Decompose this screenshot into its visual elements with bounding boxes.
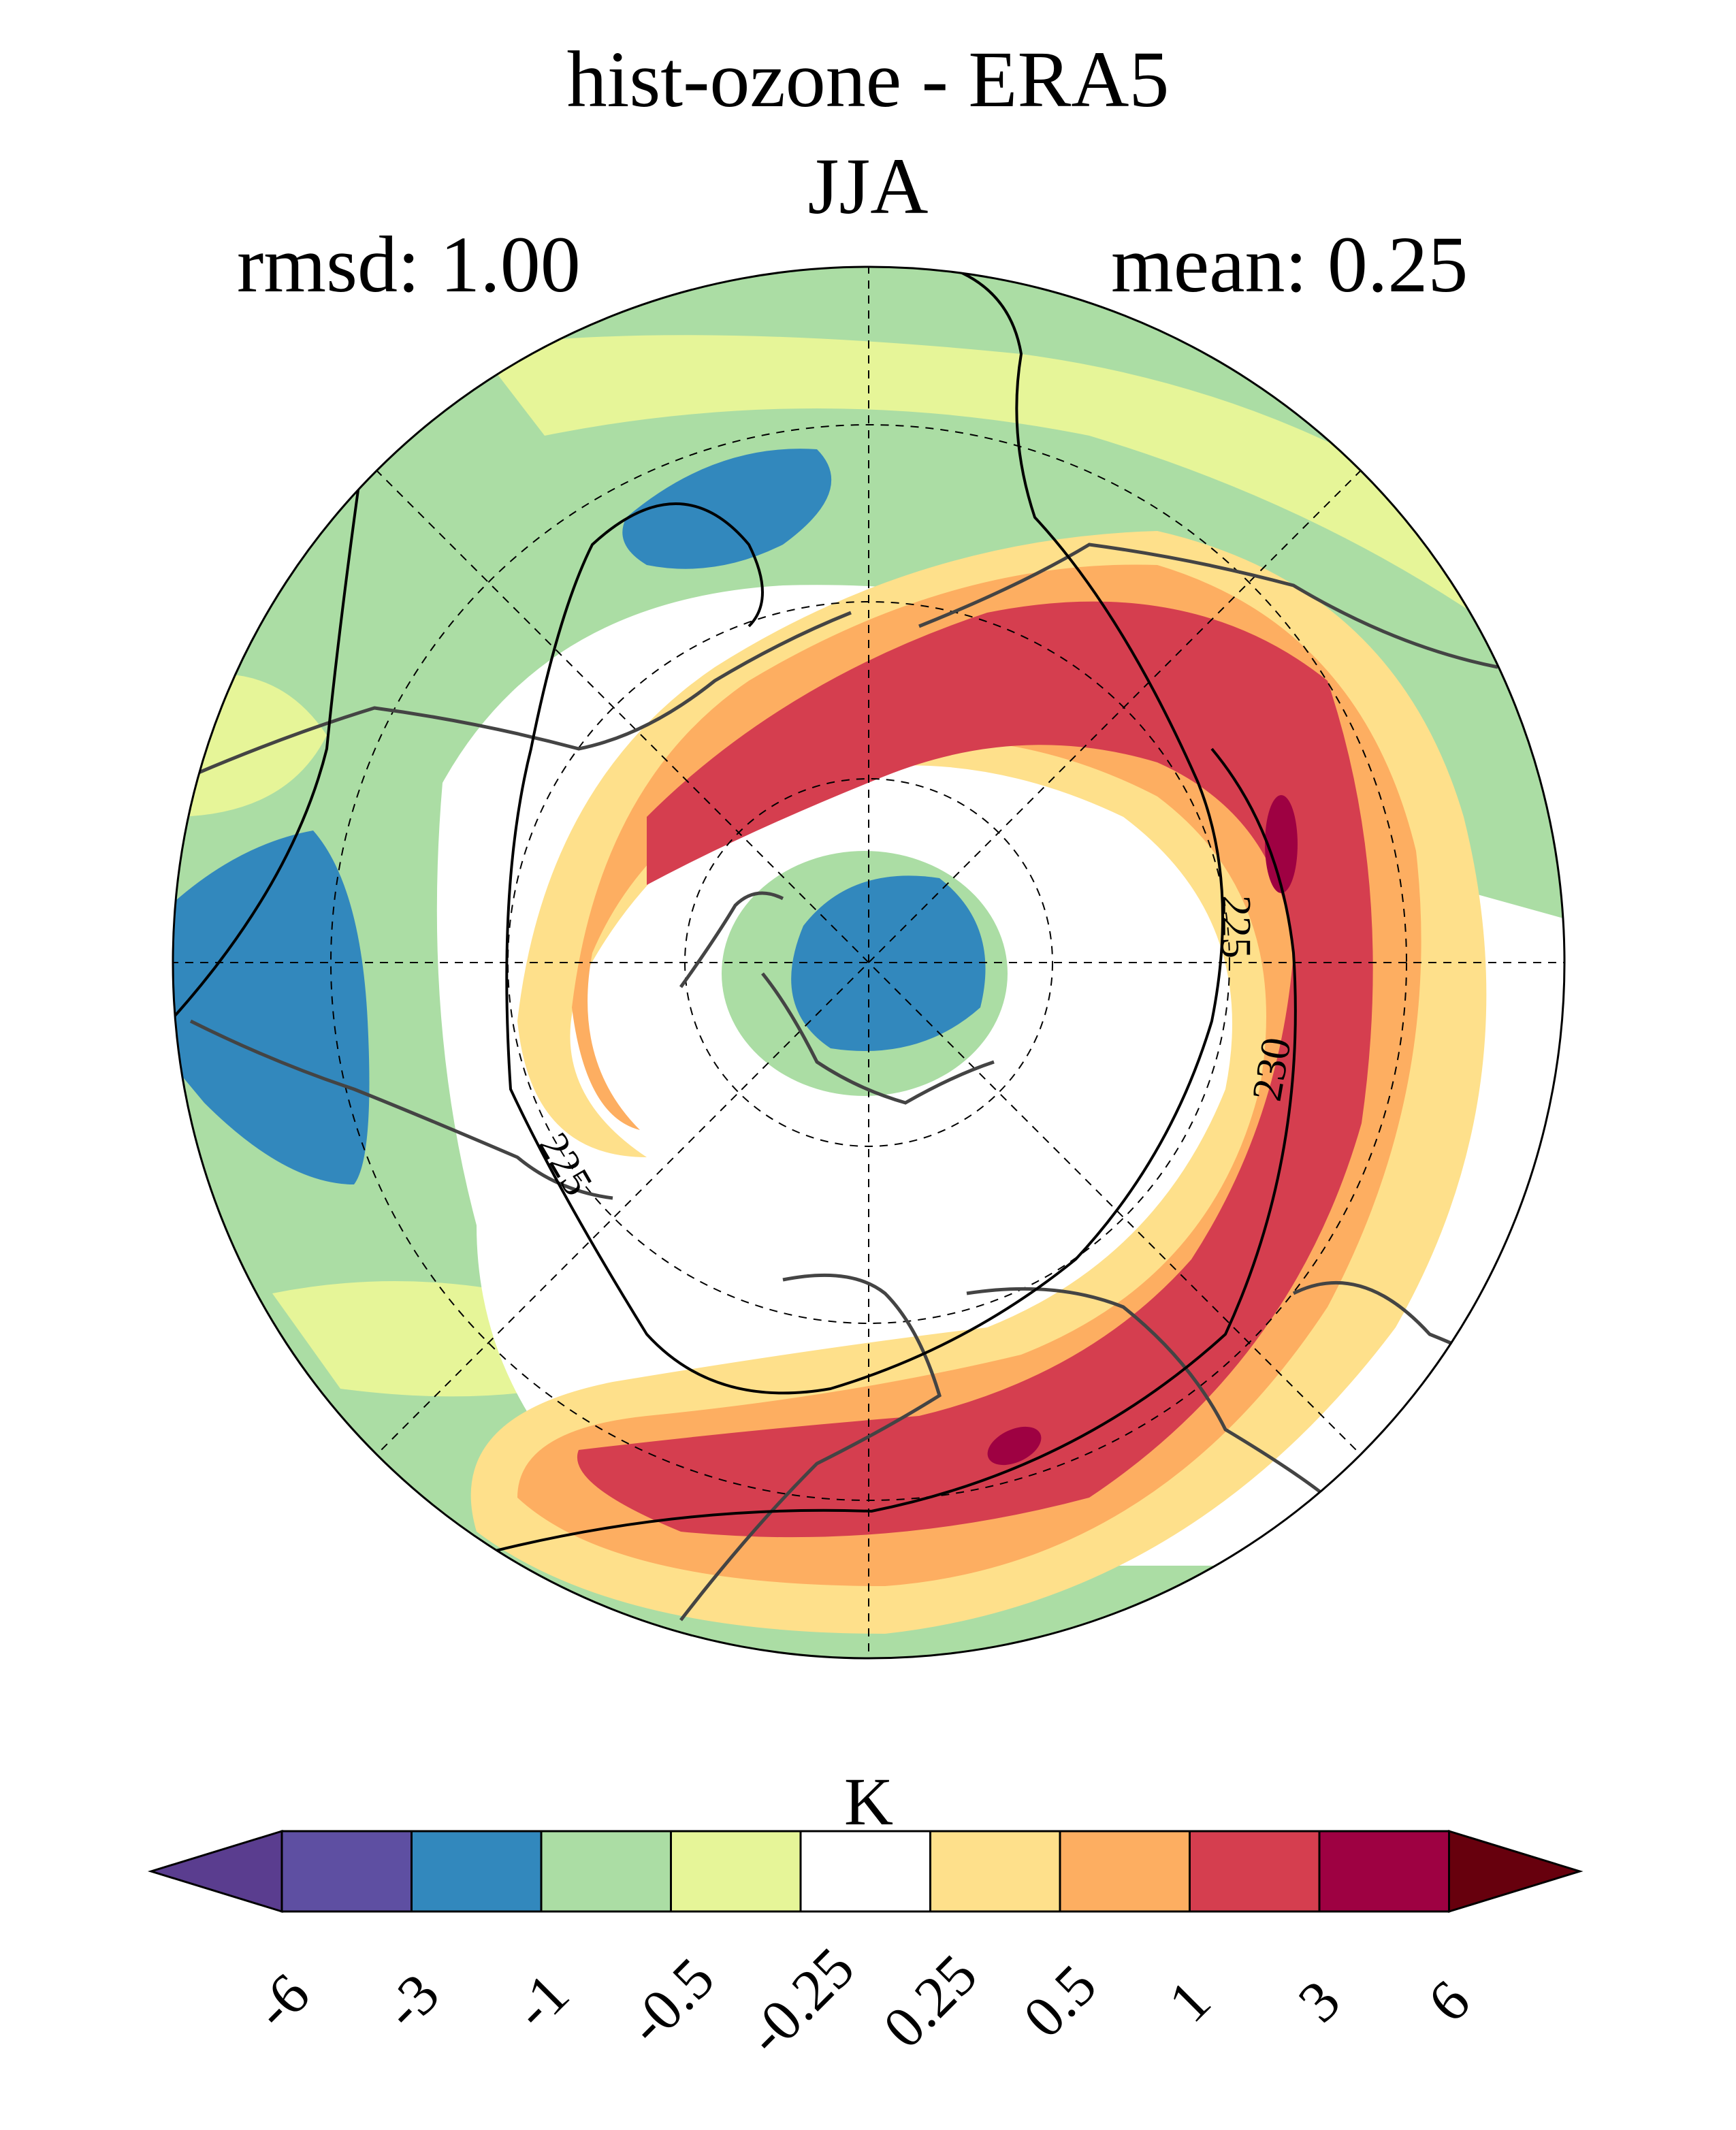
colorbar-tick-label: 0.5 [1011, 1952, 1109, 2050]
map-title: hist-ozone - ERA5 [566, 35, 1170, 124]
mean-label: mean: 0.25 [1111, 220, 1468, 309]
colorbar-tick-label: -1 [500, 1960, 581, 2042]
field-patch [987, 1426, 1042, 1466]
field-patch [477, 335, 1564, 681]
colorbar-tick-label: -0.25 [734, 1935, 867, 2067]
colorbar-tick-label: -6 [241, 1960, 322, 2042]
colorbar-boxes [147, 1829, 1584, 1914]
field-patch [791, 875, 986, 1051]
colorbar-arrow-right [1448, 1829, 1584, 1914]
field-patch [173, 830, 370, 1184]
colorbar-box [670, 1830, 802, 1913]
colorbar-box [540, 1830, 672, 1913]
colorbar-tick-label: 0.25 [871, 1941, 989, 2060]
contours [173, 267, 1297, 1553]
colorbar-tick-label: -0.5 [615, 1945, 726, 2056]
colorbar: K -6 -3 -1 -0.5 -0.25 0.25 0.5 1 3 6 [147, 1764, 1584, 2067]
colorbar-ticks: -6 -3 -1 -0.5 -0.25 0.25 0.5 1 3 6 [241, 1935, 1482, 2067]
season-label: JJA [807, 142, 929, 231]
rmsd-label: rmsd: 1.00 [237, 220, 581, 309]
colorbar-box [1059, 1830, 1191, 1913]
map-boundary [172, 265, 1566, 1660]
field-patch [622, 449, 832, 569]
colorbar-box [1189, 1830, 1321, 1913]
colorbar-tick-label: 6 [1415, 1967, 1482, 2034]
field-patch [1265, 795, 1298, 893]
field-patch [577, 601, 1373, 1538]
contour-label: 230 [1244, 1034, 1300, 1104]
contour-label: 225 [1212, 895, 1259, 958]
colorbar-box [799, 1830, 931, 1913]
gridlines [173, 267, 1564, 1658]
colorbar-box [929, 1830, 1061, 1913]
polar-map [173, 267, 1564, 1658]
colorbar-tick-label: -3 [371, 1960, 452, 2042]
colorbar-tick-label: 1 [1156, 1967, 1223, 2034]
colorbar-unit: K [844, 1764, 893, 1839]
colorbar-box [1318, 1830, 1450, 1913]
colorbar-arrow-left [147, 1829, 283, 1914]
colorbar-tick-label: 3 [1285, 1967, 1352, 2034]
colorbar-box [280, 1830, 413, 1913]
colorbar-box [411, 1830, 543, 1913]
